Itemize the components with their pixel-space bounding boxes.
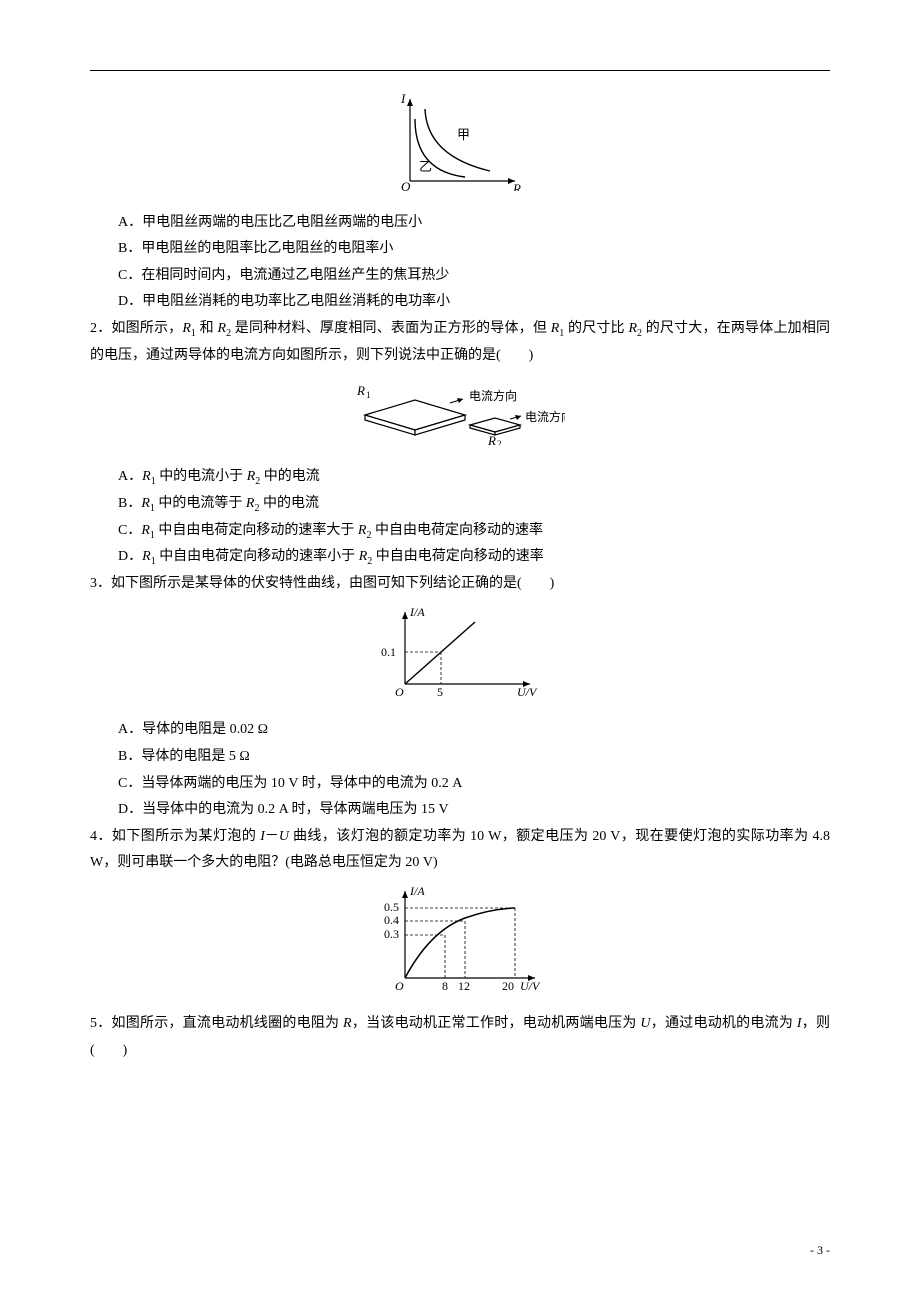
svg-text:O: O — [395, 685, 404, 699]
q5-stem: 5．如图所示，直流电动机线圈的电阻为 R，当该电动机正常工作时，电动机两端电压为… — [90, 1011, 830, 1064]
q2-opt-b: B．R1 中的电流等于 R2 中的电流 — [90, 491, 830, 518]
svg-text:电流方向: 电流方向 — [469, 388, 517, 403]
q4-stem: 4．如下图所示为某灯泡的 I－U 曲线，该灯泡的额定功率为 10 W，额定电压为… — [90, 824, 830, 877]
q1-opt-d: D．甲电阻丝消耗的电功率比乙电阻丝消耗的电功率小 — [90, 289, 830, 316]
q1-svg: I R O 甲 乙 — [395, 91, 525, 191]
q3-stem: 3．如下图所示是某导体的伏安特性曲线，由图可知下列结论正确的是( ) — [90, 571, 830, 598]
svg-text:0.1: 0.1 — [381, 645, 396, 659]
page-container: I R O 甲 乙 A．甲电阻丝两端的电压比乙电阻丝两端的电压小 B．甲电阻丝的… — [0, 0, 920, 1302]
svg-text:O: O — [395, 979, 404, 993]
svg-text:U/V: U/V — [520, 979, 541, 993]
q2-opt-d: D．R1 中自由电荷定向移动的速率小于 R2 中自由电荷定向移动的速率 — [90, 544, 830, 571]
q1-opt-c: C．在相同时间内，电流通过乙电阻丝产生的焦耳热少 — [90, 263, 830, 290]
svg-text:R: R — [356, 383, 365, 398]
svg-text:I/A: I/A — [409, 605, 425, 619]
q3-svg: I/A U/V O 0.1 5 — [375, 604, 545, 699]
svg-text:R: R — [487, 433, 496, 445]
svg-text:U/V: U/V — [517, 685, 538, 699]
svg-text:1: 1 — [366, 390, 371, 400]
page-number: - 3 - — [810, 1239, 830, 1262]
q3-opt-b: B．导体的电阻是 5 Ω — [90, 744, 830, 771]
svg-text:0.3: 0.3 — [384, 927, 399, 941]
svg-text:5: 5 — [437, 685, 443, 699]
q2-opt-c: C．R1 中自由电荷定向移动的速率大于 R2 中自由电荷定向移动的速率 — [90, 518, 830, 545]
svg-text:0.5: 0.5 — [384, 900, 399, 914]
q3-opt-a: A．导体的电阻是 0.02 Ω — [90, 717, 830, 744]
q2-opt-a: A．R1 中的电流小于 R2 中的电流 — [90, 464, 830, 491]
curve-b-label: 乙 — [419, 159, 432, 174]
svg-text:O: O — [401, 179, 411, 191]
q2-stem: 2．如图所示，R1 和 R2 是同种材料、厚度相同、表面为正方形的导体，但 R1… — [90, 316, 830, 369]
svg-text:20: 20 — [502, 979, 514, 993]
q3-figure: I/A U/V O 0.1 5 — [90, 604, 830, 710]
x-axis-label: R — [512, 181, 521, 191]
svg-text:电流方向: 电流方向 — [525, 409, 565, 424]
q2-svg: R1 电流方向 电流方向 R2 — [355, 375, 565, 445]
q1-opt-b: B．甲电阻丝的电阻率比乙电阻丝的电阻率小 — [90, 236, 830, 263]
q2-figure: R1 电流方向 电流方向 R2 — [90, 375, 830, 456]
q3-opt-d: D．当导体中的电流为 0.2 A 时，导体两端电压为 15 V — [90, 797, 830, 824]
curve-a-label: 甲 — [457, 127, 470, 142]
svg-text:I/A: I/A — [409, 884, 425, 898]
q3-opt-c: C．当导体两端的电压为 10 V 时，导体中的电流为 0.2 A — [90, 771, 830, 798]
q1-opt-a: A．甲电阻丝两端的电压比乙电阻丝两端的电压小 — [90, 210, 830, 237]
q4-svg: I/A U/V O 0.5 0.4 0.3 8 12 20 — [370, 883, 550, 993]
svg-text:12: 12 — [458, 979, 470, 993]
svg-text:8: 8 — [442, 979, 448, 993]
q4-figure: I/A U/V O 0.5 0.4 0.3 8 12 20 — [90, 883, 830, 1004]
y-axis-label: I — [400, 91, 406, 106]
q1-figure: I R O 甲 乙 — [90, 91, 830, 202]
top-rule — [90, 70, 830, 71]
svg-text:2: 2 — [497, 439, 502, 445]
svg-text:0.4: 0.4 — [384, 913, 399, 927]
